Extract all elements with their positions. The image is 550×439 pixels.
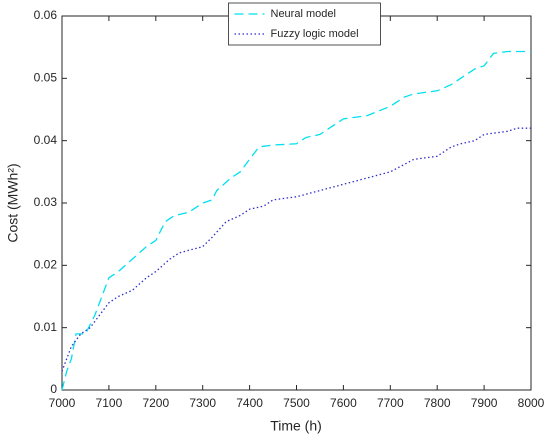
- legend-box: [228, 2, 381, 46]
- x-tick-label: 7700: [377, 396, 404, 410]
- x-tick-label: 7800: [424, 396, 451, 410]
- x-tick-label: 8000: [518, 396, 545, 410]
- y-axis-label: Cost (MWh²): [5, 163, 21, 242]
- y-tick-label: 0.02: [34, 258, 58, 272]
- x-tick-label: 7500: [283, 396, 310, 410]
- x-tick-label: 7400: [236, 396, 263, 410]
- y-tick-label: 0.03: [34, 195, 58, 209]
- x-tick-label: 7300: [189, 396, 216, 410]
- line-series: [61, 50, 531, 391]
- x-tick-label: 7600: [330, 396, 357, 410]
- legend-label: Fuzzy logic model: [271, 28, 359, 40]
- line-series: [61, 127, 531, 372]
- legend-label: Neural model: [271, 8, 336, 20]
- plot-area: [61, 15, 532, 391]
- y-tick-label: 0.01: [34, 320, 58, 334]
- x-tick-label: 7900: [471, 396, 498, 410]
- x-axis-label: Time (h): [270, 418, 322, 434]
- x-tick-label: 7200: [142, 396, 169, 410]
- x-tick-label: 7000: [49, 396, 76, 410]
- y-tick-label: 0.05: [34, 71, 58, 85]
- x-tick-label: 7100: [96, 396, 123, 410]
- y-tick-label: 0: [50, 382, 57, 396]
- y-tick-label: 0.04: [34, 133, 58, 147]
- y-tick-label: 0.06: [34, 8, 58, 22]
